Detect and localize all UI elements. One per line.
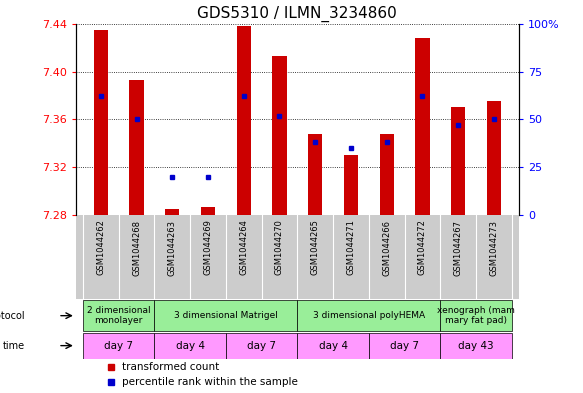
Title: GDS5310 / ILMN_3234860: GDS5310 / ILMN_3234860 [198,6,397,22]
Text: GSM1044269: GSM1044269 [203,220,212,275]
Text: GSM1044263: GSM1044263 [168,220,177,275]
Bar [451,107,465,215]
Bar [440,300,512,331]
Bar [154,333,226,358]
Text: GSM1044262: GSM1044262 [96,220,106,275]
Text: GSM1044270: GSM1044270 [275,220,284,275]
Text: 3 dimensional Matrigel: 3 dimensional Matrigel [174,311,278,320]
Text: 2 dimensional
monolayer: 2 dimensional monolayer [87,306,150,325]
Text: day 7: day 7 [390,341,419,351]
Text: GSM1044265: GSM1044265 [311,220,319,275]
Text: GSM1044266: GSM1044266 [382,220,391,275]
Text: day 7: day 7 [104,341,133,351]
Bar [237,26,251,215]
Bar [380,134,394,215]
Text: day 4: day 4 [175,341,205,351]
Bar [83,300,154,331]
Text: GSM1044264: GSM1044264 [239,220,248,275]
Text: xenograph (mam
mary fat pad): xenograph (mam mary fat pad) [437,306,515,325]
Text: GSM1044273: GSM1044273 [489,220,498,275]
Bar [440,333,512,358]
Text: day 43: day 43 [458,341,494,351]
Text: GSM1044272: GSM1044272 [418,220,427,275]
Text: time: time [3,341,25,351]
Bar [369,333,440,358]
Bar [487,101,501,215]
Text: 3 dimensional polyHEMA: 3 dimensional polyHEMA [312,311,425,320]
Bar [415,38,430,215]
Text: GSM1044267: GSM1044267 [454,220,463,275]
Text: growth protocol: growth protocol [0,311,25,321]
Text: percentile rank within the sample: percentile rank within the sample [122,376,298,387]
Bar [226,333,297,358]
Bar [308,134,322,215]
Bar [94,29,108,215]
Bar [297,300,440,331]
Text: day 4: day 4 [318,341,347,351]
Text: GSM1044268: GSM1044268 [132,220,141,275]
Text: GSM1044271: GSM1044271 [346,220,356,275]
Text: transformed count: transformed count [122,362,220,372]
Bar [272,56,287,215]
Bar [129,80,143,215]
Text: day 7: day 7 [247,341,276,351]
Bar [154,300,297,331]
Bar [344,155,358,215]
Bar [201,207,215,215]
Bar [165,209,180,215]
Bar [83,333,154,358]
Bar [297,333,369,358]
